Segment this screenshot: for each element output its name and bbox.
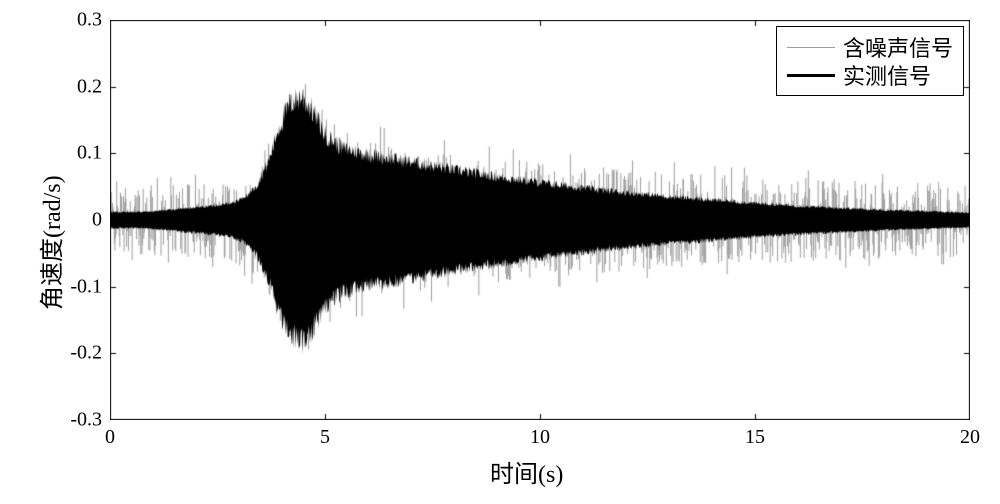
y-tick-label: 0.3: [77, 9, 110, 32]
y-tick-label: -0.3: [70, 409, 110, 432]
x-tick-label: 5: [320, 420, 330, 449]
y-tick-label: 0: [92, 209, 110, 232]
legend-label-measured: 实测信号: [843, 59, 931, 91]
y-tick-label: -0.1: [70, 275, 110, 298]
y-tick-label: 0.2: [77, 75, 110, 98]
legend: 含噪声信号 实测信号: [776, 26, 964, 96]
legend-item-measured: 实测信号: [787, 61, 953, 89]
legend-item-noisy: 含噪声信号: [787, 33, 953, 61]
legend-line-measured: [787, 74, 835, 77]
y-axis-label: 角速度(rad/s): [32, 175, 67, 310]
plot-area: 含噪声信号 实测信号 05101520-0.3-0.2-0.100.10.20.…: [110, 20, 970, 420]
y-tick-label: 0.1: [77, 142, 110, 165]
y-tick-label: -0.2: [70, 342, 110, 365]
x-tick-label: 20: [960, 420, 980, 449]
legend-line-noisy: [787, 47, 835, 48]
x-tick-label: 10: [530, 420, 550, 449]
x-tick-label: 15: [745, 420, 765, 449]
x-axis-label: 时间(s): [490, 454, 563, 489]
